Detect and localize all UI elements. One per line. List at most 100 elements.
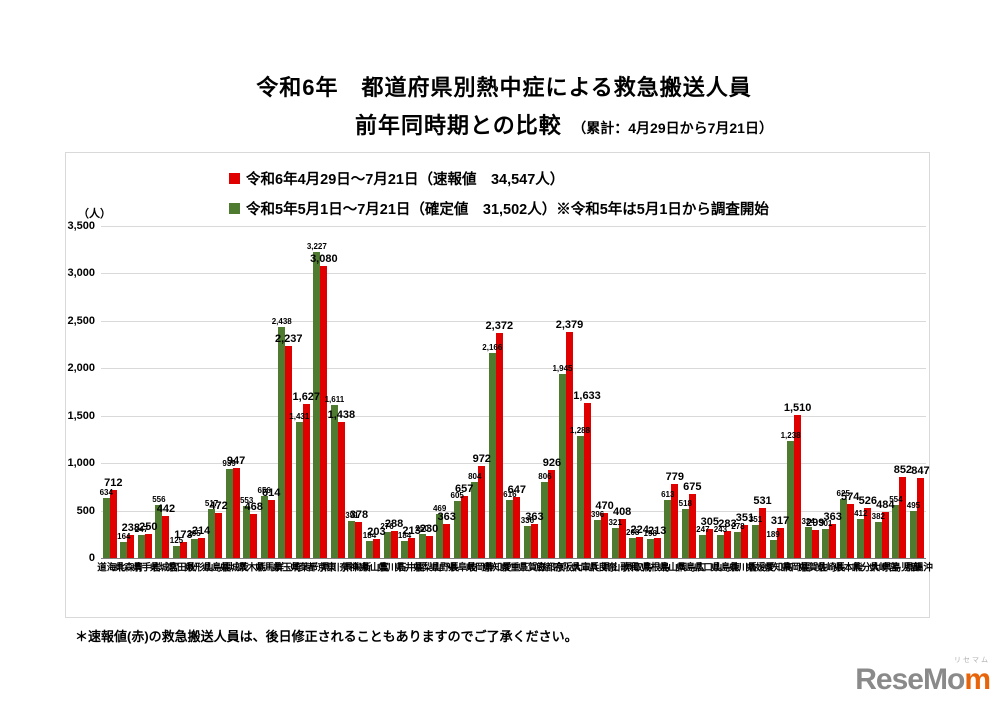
value-label-bar-r5: 1,288	[570, 425, 591, 435]
value-label-bar-r5: 806	[538, 471, 552, 481]
bar-group-東京都: 3,227 3,080 東京都	[306, 226, 338, 573]
x-axis-label: 岡山県	[656, 562, 687, 573]
x-axis-label: 兵庫県	[568, 562, 599, 573]
bar-r5: 243	[714, 525, 727, 558]
bar-group-和歌山県: 321 408 和歌山県	[599, 226, 639, 572]
bar-r5: 247	[696, 525, 710, 558]
x-axis-label: 静岡県	[463, 562, 494, 573]
x-axis-label: 岐阜県	[445, 562, 476, 573]
bar-r5: 382	[872, 512, 885, 558]
value-label-bar-r6: 363	[525, 510, 544, 523]
bar-r6: 574	[841, 491, 859, 558]
x-axis-label: 大分県	[849, 562, 880, 573]
value-label-bar-r5: 1,238	[780, 430, 801, 440]
value-label-bar-r5: 324	[801, 517, 815, 527]
value-label-bar-r6: 363	[823, 510, 842, 523]
legend-swatch-r6-red	[229, 172, 240, 184]
x-axis-label: 新潟県	[340, 562, 371, 573]
bar-group-群馬県: 656 614 群馬県	[253, 226, 283, 573]
value-label-bar-r5: 205	[187, 528, 201, 538]
bar-r6: 1,510	[784, 402, 811, 558]
value-label-bar-r6: 317	[770, 514, 790, 527]
bar-r6: 531	[753, 495, 772, 558]
bar-r5: 1,611	[325, 395, 344, 558]
bar-r6: 288	[385, 518, 403, 558]
bar-group-岩手県: 247 250 岩手県	[130, 226, 160, 572]
bar-r6: 526	[859, 495, 877, 558]
value-label-bar-r6: 224	[630, 523, 649, 536]
bar-group-兵庫県: 1,288 1,633 兵庫県	[569, 226, 601, 572]
bar-r6: 675	[683, 481, 701, 558]
bar-r6: 779	[666, 471, 684, 558]
value-label-bar-r6: 250	[139, 521, 158, 534]
legend-item-r6: 令和6年4月29日～7月21日（速報値 34,547人）	[229, 163, 769, 193]
value-label-bar-r6: 442	[156, 503, 176, 516]
y-axis-tick: 1,000	[67, 457, 95, 470]
bar-group-長崎県: 301 363 長崎県	[814, 226, 844, 573]
chart-title-block: 令和6年 都道府県別熱中症による救急搬送人員 前年同時期との比較 （累計：4月2…	[0, 70, 1008, 140]
bar-r5: 517	[205, 499, 218, 558]
value-label-bar-r6: 378	[349, 509, 369, 522]
legend-item-r5: 令和5年5月1日～7月21日（確定値 31,502人）※令和5年は5月1日から調…	[229, 193, 769, 223]
value-label-bar-r5: 2,438	[271, 316, 292, 326]
bar-r6: 2,237	[275, 333, 303, 558]
x-axis-label: 石川県	[375, 562, 406, 573]
bar-r5: 125	[170, 536, 183, 558]
value-label-bar-r5: 382	[871, 511, 886, 521]
bar-group-福岡県: 1,238 1,510 福岡県	[779, 226, 811, 573]
value-label-bar-r6: 214	[191, 524, 211, 537]
bar-group-北海道: 634 712 北海道	[95, 226, 125, 572]
gridline	[101, 226, 926, 227]
bar-r5: 605	[451, 491, 464, 558]
resemom-logo: リセマム ReseMom	[855, 657, 991, 695]
bar-r6: 472	[209, 500, 228, 558]
bar-group-奈良県: 396 470 奈良県	[586, 226, 616, 572]
value-label-bar-r5: 321	[608, 517, 622, 527]
bar-r5: 351	[749, 515, 762, 558]
bar-group-沖縄県: 495 847 沖縄県	[902, 226, 932, 573]
bar-r5: 2,166	[482, 343, 502, 558]
value-label-bar-r6: 213	[648, 524, 667, 537]
bar-group-岐阜県: 605 657 岐阜県	[446, 226, 476, 573]
page-subtitle: 前年同時期との比較 （累計：4月29日から7月21日）	[0, 108, 1008, 140]
bar-r5: 554	[889, 495, 903, 558]
bar-group-岡山県: 613 779 岡山県	[657, 226, 687, 572]
bar-groups: 634 712 北海道 164 238 青森県 247 250 岩手県 556 442 宮城県 125 1…	[95, 226, 932, 573]
bar-r6: 299	[806, 517, 824, 558]
value-label-bar-r6: 1,510	[783, 401, 812, 414]
bar-r6: 213	[402, 525, 421, 558]
value-label-bar-r6: 1,438	[327, 408, 356, 421]
bar-r6: 214	[192, 525, 210, 558]
bar-r5: 336	[521, 516, 534, 558]
bar-r6: 363	[824, 511, 842, 558]
value-label-bar-r6: 213	[402, 524, 421, 537]
value-label-bar-r6: 363	[437, 510, 456, 523]
value-label-bar-r6: 947	[226, 455, 246, 468]
bar-r5: 495	[907, 501, 920, 558]
value-label-bar-r5: 556	[152, 495, 166, 505]
x-axis-label: 和歌山県	[599, 562, 639, 573]
bar-r6: 847	[911, 465, 930, 558]
gridline	[101, 273, 926, 275]
bar-group-佐賀県: 324 299 佐賀県	[797, 226, 827, 573]
bar-r6: 351	[736, 512, 754, 558]
bar-r5: 189	[766, 530, 780, 558]
bar-r5: 806	[538, 472, 552, 558]
x-axis-label: 山形県	[182, 562, 213, 573]
x-axis-label: 大阪府	[551, 562, 582, 573]
bar-r6: 213	[648, 525, 666, 558]
bar-r5: 164	[117, 532, 130, 558]
value-label-bar-r6: 657	[455, 482, 474, 495]
bar-r6: 947	[227, 455, 245, 558]
bar-group-栃木県: 553 468 栃木県	[235, 226, 265, 573]
gridline	[101, 368, 926, 370]
bar-r5: 184	[398, 531, 411, 558]
bar-r5: 205	[187, 529, 201, 558]
bar-r5: 250	[415, 524, 429, 558]
x-axis-label: 山梨県	[410, 562, 441, 573]
bar-r5: 301	[819, 519, 832, 558]
bar-r5: 1,431	[289, 412, 309, 558]
y-axis-tick: 2,000	[67, 362, 95, 375]
page-subtitle-note: （累計：4月29日から7月21日）	[572, 120, 773, 136]
bar-r6: 305	[701, 516, 719, 558]
